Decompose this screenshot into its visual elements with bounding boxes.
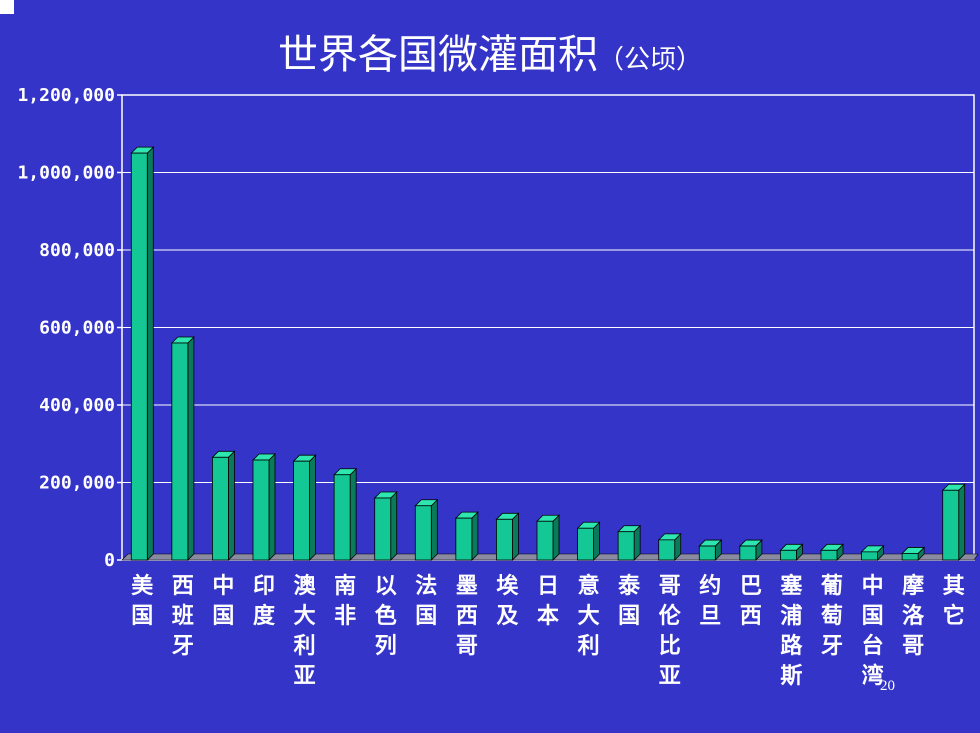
x-tick-label: 日本: [537, 574, 559, 629]
x-tick-label: 约旦: [699, 573, 721, 629]
bar: [212, 456, 229, 561]
x-tick-label: 中国: [212, 574, 234, 629]
bar: [130, 152, 148, 561]
x-tick-label: 印度: [253, 574, 276, 629]
bar: [739, 545, 757, 561]
chart-title-main: 世界各国微灌面积: [277, 32, 598, 78]
bar: [577, 527, 594, 561]
x-tick-label: 摩洛哥: [902, 573, 925, 659]
bar: [820, 549, 838, 561]
bar-side: [471, 511, 479, 561]
chart-title-unit: （公顷）: [597, 45, 702, 75]
bar-side: [268, 453, 276, 561]
bar: [780, 549, 797, 561]
x-tick-label: 澳大利亚: [294, 573, 317, 689]
y-tick-label: 200,000: [39, 473, 115, 494]
x-tick-label: 意大利: [578, 573, 600, 659]
bar-side: [187, 336, 195, 561]
x-tick-label: 埃及: [496, 573, 519, 629]
bar-side: [512, 512, 519, 561]
bar: [658, 539, 676, 561]
x-tick-label: 泰国: [617, 574, 641, 629]
chart-title: 世界各国微灌面积（公顷）: [0, 22, 980, 80]
x-tick-label: 西班牙: [172, 574, 194, 659]
x-tick-label: 哥伦比亚: [659, 574, 682, 689]
bar: [698, 545, 716, 561]
bar: [374, 497, 392, 561]
bar: [496, 518, 513, 561]
x-tick-label: 以色列: [375, 574, 397, 659]
bar: [901, 553, 919, 561]
y-tick-label: 600,000: [39, 318, 115, 339]
bar-side: [309, 454, 316, 561]
y-tick-label: 400,000: [39, 395, 115, 416]
x-tick-label: 南非: [334, 574, 356, 629]
y-tick-label: 1,200,000: [17, 85, 115, 106]
x-tick-label: 塞浦路斯: [780, 573, 803, 689]
bar: [861, 551, 878, 561]
y-tick-label: 0: [104, 550, 115, 571]
bar-side: [958, 483, 966, 561]
x-tick-label: 墨西哥: [456, 574, 478, 659]
x-tick-label: 法国: [415, 574, 437, 629]
bar-side: [228, 450, 235, 561]
y-tick-label: 800,000: [39, 240, 115, 261]
x-tick-label: 中国台湾: [862, 574, 884, 689]
corner-marker: [0, 0, 14, 14]
bar: [942, 489, 960, 561]
x-tick-label: 其它: [943, 574, 965, 629]
x-tick-label: 美国: [131, 573, 154, 629]
bar-side: [390, 491, 398, 561]
x-tick-label: 葡萄牙: [820, 574, 843, 659]
bar-side: [349, 467, 357, 561]
x-tick-label: 巴西: [740, 574, 762, 629]
bar: [455, 517, 473, 561]
bar-side: [593, 521, 600, 561]
bar: [252, 459, 270, 561]
bar: [171, 342, 189, 561]
bar: [293, 460, 310, 561]
bar: [617, 531, 635, 561]
bar: [333, 474, 351, 561]
bar-side: [552, 514, 560, 561]
page-number: 20: [880, 678, 895, 694]
bar-side: [430, 498, 438, 561]
y-tick-label: 1,000,000: [17, 163, 115, 184]
bar: [414, 505, 432, 561]
bar: [536, 520, 554, 561]
bar-side: [146, 146, 154, 561]
